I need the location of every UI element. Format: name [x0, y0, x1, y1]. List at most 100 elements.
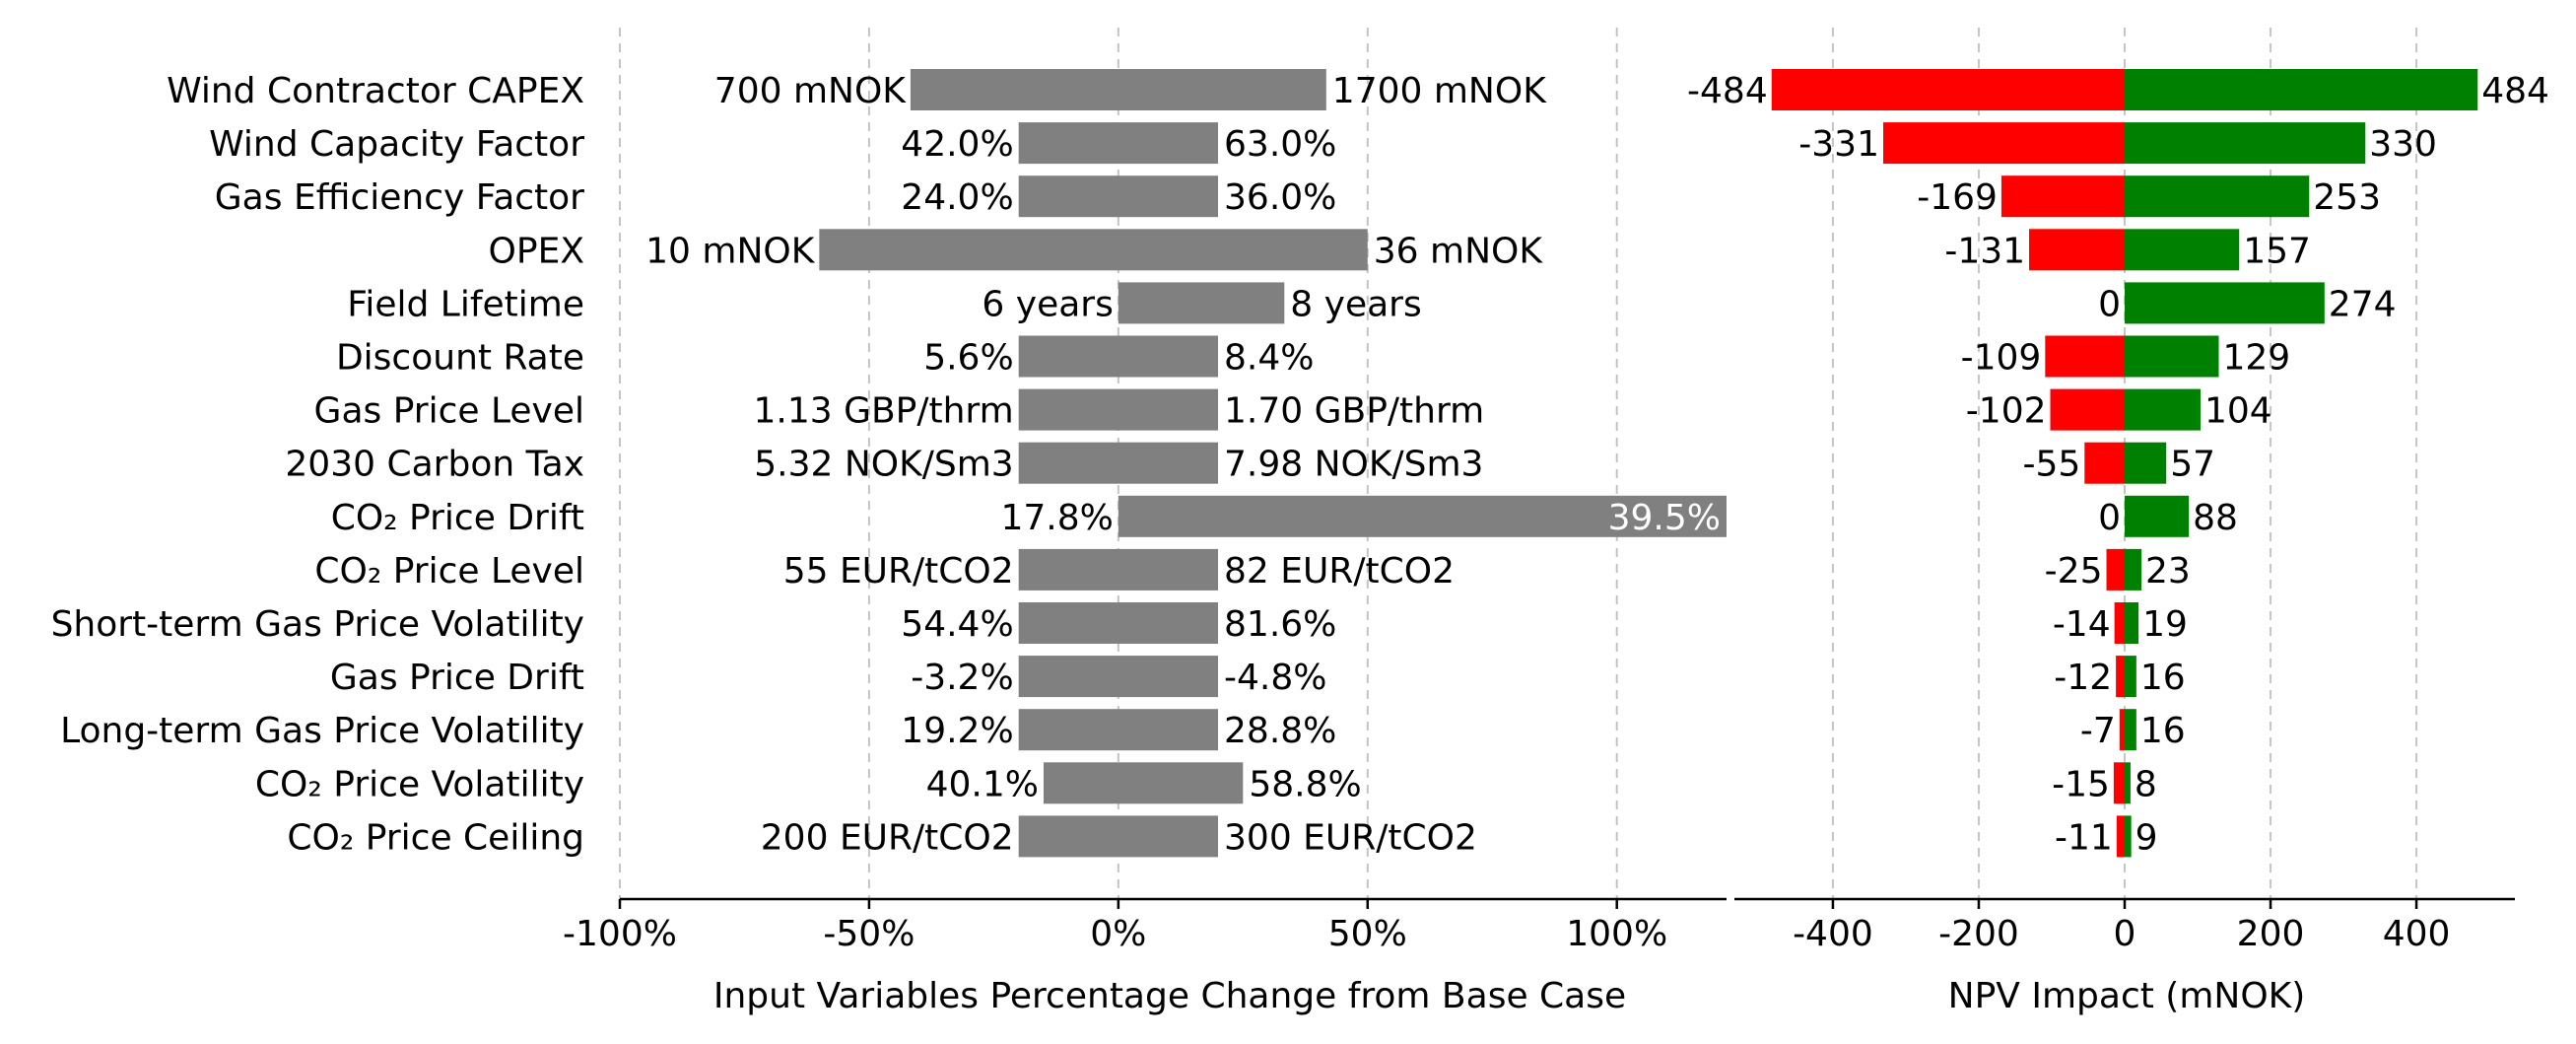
- negative-impact-label: -15: [2052, 764, 2110, 804]
- negative-impact-bar: [2000, 175, 2125, 218]
- range-bar: [1018, 656, 1219, 698]
- low-value-label: 19.2%: [901, 711, 1013, 751]
- category-label: Gas Efficiency Factor: [215, 177, 584, 218]
- category-label: Short-term Gas Price Volatility: [51, 604, 584, 645]
- positive-impact-bar: [2125, 122, 2366, 165]
- negative-impact-bar: [2106, 548, 2125, 591]
- right-tick-label: 200: [2237, 914, 2305, 954]
- low-value-label: 1.13 GBP/thrm: [753, 391, 1013, 432]
- right-tick-label: -400: [1793, 914, 1873, 954]
- range-bar: [1018, 709, 1219, 751]
- negative-impact-label: 0: [2098, 284, 2121, 324]
- positive-impact-label: 104: [2204, 391, 2272, 432]
- range-bar: [1018, 548, 1219, 591]
- high-value-label: -4.8%: [1224, 658, 1326, 698]
- high-value-label: 82 EUR/tCO2: [1224, 551, 1455, 592]
- positive-impact-label: 57: [2170, 445, 2215, 485]
- positive-impact-bar: [2125, 548, 2142, 591]
- range-bar: [1018, 442, 1219, 484]
- right-tick-label: 400: [2383, 914, 2451, 954]
- positive-impact-label: 129: [2222, 338, 2290, 379]
- high-value-label: 81.6%: [1224, 604, 1336, 645]
- negative-impact-label: -169: [1917, 177, 1998, 218]
- range-bar: [910, 69, 1326, 110]
- low-value-label: -3.2%: [911, 658, 1013, 698]
- right-tick-label: 0: [2114, 914, 2136, 954]
- positive-impact-bar: [2125, 229, 2240, 271]
- range-bar: [1043, 762, 1244, 804]
- negative-impact-label: -14: [2053, 604, 2111, 645]
- left-x-axis-title: Input Variables Percentage Change from B…: [713, 976, 1626, 1016]
- high-value-label: 1700 mNOK: [1332, 71, 1547, 111]
- negative-impact-bar: [1771, 69, 2125, 110]
- positive-impact-label: 274: [2329, 284, 2397, 324]
- negative-impact-label: -55: [2022, 445, 2080, 485]
- left-tick-label: -50%: [823, 914, 915, 954]
- positive-impact-bar: [2125, 602, 2139, 644]
- negative-impact-label: -109: [1961, 338, 2042, 379]
- positive-impact-label: 484: [2481, 71, 2549, 111]
- range-bar: [1118, 282, 1285, 324]
- range-bar: [1018, 602, 1219, 644]
- category-labels: Wind Contractor CAPEX Wind Capacity Facto…: [51, 71, 585, 858]
- low-value-label: 10 mNOK: [645, 231, 816, 271]
- low-value-label: 54.4%: [901, 604, 1013, 645]
- positive-impact-bar: [2125, 656, 2136, 698]
- negative-impact-bar: [2114, 602, 2125, 644]
- left-tick-label: -100%: [563, 914, 677, 954]
- low-value-label: 42.0%: [901, 124, 1013, 165]
- positive-impact-label: 16: [2140, 711, 2186, 751]
- right-tick-label: -200: [1938, 914, 2019, 954]
- high-value-label: 63.0%: [1224, 124, 1336, 165]
- negative-impact-label: -484: [1687, 71, 1768, 111]
- high-value-label: 58.8%: [1249, 764, 1361, 804]
- low-value-label: 24.0%: [901, 177, 1013, 218]
- low-value-label: 6 years: [982, 284, 1113, 324]
- range-bar: [819, 229, 1368, 271]
- positive-impact-label: 16: [2140, 658, 2186, 698]
- positive-impact-bar: [2125, 175, 2310, 218]
- low-value-label: 5.32 NOK/Sm3: [754, 445, 1013, 485]
- category-label: Discount Rate: [336, 338, 584, 379]
- range-bar: [1018, 175, 1219, 218]
- high-value-label: 8.4%: [1224, 338, 1314, 379]
- left-tick-label: 0%: [1090, 914, 1146, 954]
- negative-impact-bar: [2045, 335, 2125, 378]
- range-bar: [1018, 815, 1219, 858]
- category-label: CO₂ Price Ceiling: [287, 817, 584, 858]
- negative-impact-label: -12: [2054, 658, 2112, 698]
- category-label: CO₂ Price Drift: [331, 498, 584, 538]
- positive-impact-bar: [2125, 709, 2136, 751]
- negative-impact-bar: [2029, 229, 2125, 271]
- positive-impact-label: 253: [2313, 177, 2381, 218]
- low-value-label: 17.8%: [1000, 498, 1113, 538]
- category-label: Wind Contractor CAPEX: [167, 71, 584, 111]
- high-value-label: 1.70 GBP/thrm: [1224, 391, 1484, 432]
- low-value-label: 55 EUR/tCO2: [783, 551, 1014, 592]
- negative-impact-label: -7: [2080, 711, 2116, 751]
- high-value-label: 300 EUR/tCO2: [1224, 817, 1477, 858]
- category-label: CO₂ Price Volatility: [255, 764, 584, 804]
- negative-impact-label: -331: [1798, 124, 1879, 165]
- positive-impact-label: 88: [2193, 498, 2238, 538]
- high-value-label: 36 mNOK: [1374, 231, 1544, 271]
- high-value-label: 7.98 NOK/Sm3: [1224, 445, 1483, 485]
- negative-impact-label: 0: [2098, 498, 2121, 538]
- high-value-label: 36.0%: [1224, 177, 1336, 218]
- category-label: Gas Price Level: [314, 391, 584, 432]
- positive-impact-bar: [2125, 335, 2219, 378]
- category-label: Gas Price Drift: [330, 658, 584, 698]
- positive-impact-label: 8: [2135, 764, 2157, 804]
- left-tick-label: 100%: [1566, 914, 1667, 954]
- negative-impact-label: -11: [2055, 817, 2113, 858]
- low-value-label: 5.6%: [923, 338, 1013, 379]
- category-label: Field Lifetime: [347, 284, 584, 324]
- left-panel-percentage-change: 700 mNOK 1700 mNOK 42.0% 63.0% 24.0% 36.0% 10 …: [563, 28, 1727, 954]
- category-label: Long-term Gas Price Volatility: [60, 711, 584, 751]
- low-value-label: 700 mNOK: [714, 71, 907, 111]
- low-value-label: 40.1%: [926, 764, 1039, 804]
- positive-impact-bar: [2125, 282, 2325, 324]
- range-bar: [1018, 122, 1219, 165]
- high-value-label: 8 years: [1290, 284, 1421, 324]
